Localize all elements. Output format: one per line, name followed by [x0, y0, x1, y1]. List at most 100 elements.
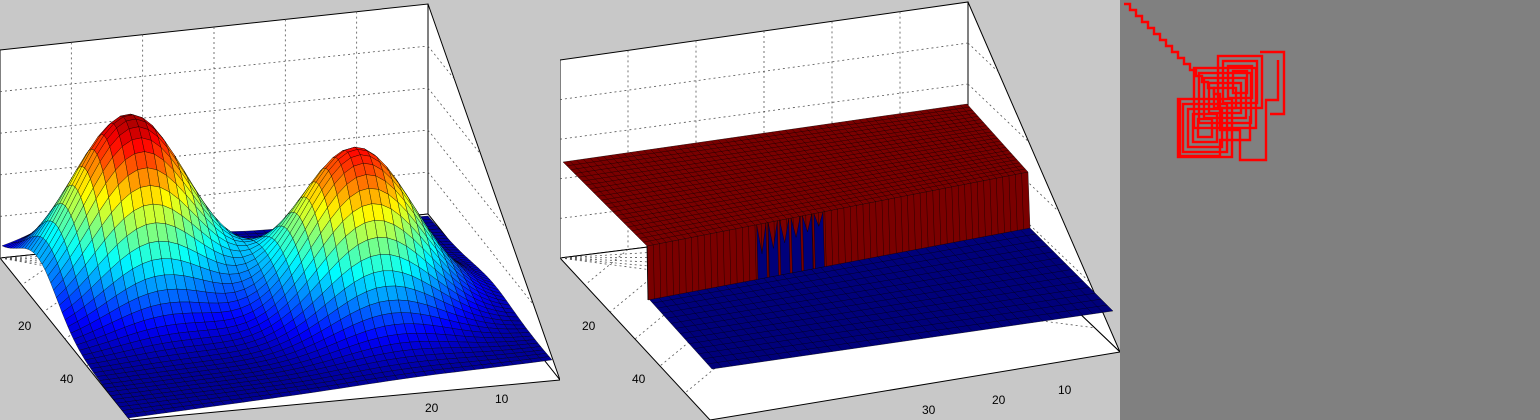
- surface-mesh: [562, 103, 1114, 370]
- mesh-line: [957, 185, 961, 242]
- mesh-line: [604, 137, 998, 205]
- spiral-square: [1191, 112, 1219, 144]
- mesh-line: [824, 211, 827, 267]
- mesh-line: [977, 181, 980, 238]
- mesh-line: [970, 183, 973, 239]
- grid-line: [967, 165, 1090, 283]
- mesh-line: [983, 180, 986, 237]
- mesh-line: [672, 241, 674, 296]
- mesh-line: [951, 186, 954, 243]
- red-path: [1124, 2, 1286, 162]
- mesh-line: [1002, 176, 1005, 233]
- mesh-line: [881, 200, 884, 256]
- mesh-line: [919, 192, 922, 249]
- mesh-line: [900, 196, 903, 253]
- mesh-line: [657, 239, 1042, 309]
- mesh-line: [703, 234, 706, 290]
- mesh-line: [566, 106, 970, 166]
- connector-path: [1178, 100, 1252, 158]
- mesh-line: [754, 225, 757, 280]
- mesh-line: [1021, 173, 1024, 230]
- y-tick-label: 20: [992, 393, 1006, 407]
- mesh-line: [582, 119, 981, 182]
- mesh-line: [679, 269, 1072, 334]
- mesh-line: [850, 206, 852, 262]
- mesh-line: [635, 162, 1020, 235]
- step-dip: [802, 213, 814, 271]
- mesh-line: [938, 189, 942, 245]
- mesh-line: [945, 188, 948, 244]
- grid-line: [967, 42, 999, 73]
- mesh-line: [631, 159, 1017, 231]
- mesh-line: [698, 293, 1096, 354]
- spiral-square: [1221, 59, 1259, 105]
- mesh-line: [888, 199, 891, 255]
- grid-line: [560, 83, 969, 140]
- mesh-line: [627, 156, 1015, 228]
- mesh-line: [665, 242, 668, 297]
- surface-plot-middle-canvas: 20 40 30 20 10: [560, 1, 1120, 420]
- mesh-line: [589, 125, 987, 189]
- mesh-line: [659, 243, 661, 298]
- mesh-line: [608, 140, 1001, 208]
- mesh-line: [585, 122, 984, 186]
- mesh-line: [578, 116, 979, 178]
- mesh-line: [996, 178, 999, 235]
- spiral-square: [1216, 54, 1264, 110]
- surface-plot-left: 20 40 20 10: [0, 0, 560, 420]
- mesh-line: [597, 131, 992, 197]
- step-dip: [813, 211, 825, 269]
- mesh-line: [697, 236, 700, 291]
- grid-line: [427, 45, 455, 80]
- mesh-line: [620, 150, 1009, 220]
- mesh-line: [875, 201, 878, 257]
- mesh-line: [689, 281, 1084, 344]
- mesh-line: [639, 165, 1023, 239]
- edge-line: [646, 245, 649, 301]
- grid-line: [0, 129, 429, 176]
- step-dip: [768, 220, 779, 278]
- mesh-line: [666, 251, 1054, 319]
- grid-line: [427, 87, 482, 155]
- mesh-line: [869, 202, 872, 259]
- mesh-line: [661, 245, 1048, 314]
- mesh-line: [837, 208, 840, 265]
- grid-line: [0, 45, 429, 92]
- y-tick-label: 10: [495, 392, 509, 406]
- grid-line: [0, 87, 429, 134]
- mesh-line: [989, 179, 992, 236]
- mesh-line: [643, 168, 1026, 243]
- mesh-line: [670, 257, 1060, 324]
- mesh-line: [843, 207, 846, 263]
- mesh-line: [574, 113, 976, 174]
- y-tick-label: 30: [922, 403, 936, 417]
- mesh-line: [735, 228, 738, 284]
- mesh-line: [612, 144, 1004, 212]
- surface-plot-left-canvas: 20 40 20 10: [0, 3, 560, 420]
- path-view-canvas: [1124, 2, 1286, 162]
- step-dip: [756, 222, 768, 280]
- spiral-square: [1226, 64, 1254, 100]
- mesh-line: [1015, 174, 1018, 231]
- mesh-line: [913, 194, 916, 250]
- grid-line: [560, 257, 1045, 280]
- connector-path: [1260, 50, 1286, 116]
- y-tick-label: 20: [425, 401, 439, 415]
- spiral-square: [1181, 102, 1229, 154]
- step-dip: [779, 218, 791, 276]
- mesh-line: [684, 275, 1078, 339]
- staircase-path: [1124, 2, 1222, 100]
- surface-patch: [539, 356, 553, 362]
- mesh-line: [570, 110, 973, 170]
- mesh-line: [675, 263, 1066, 329]
- mesh-line: [926, 191, 929, 248]
- path-view: [1120, 0, 1540, 420]
- x-tick-label: 40: [632, 372, 646, 386]
- mesh-line: [894, 197, 897, 254]
- grid-line: [584, 249, 629, 286]
- mesh-line: [1008, 175, 1012, 232]
- grid-line: [560, 254, 1019, 259]
- mesh-line: [716, 232, 719, 287]
- mesh-line: [862, 204, 865, 260]
- step-dip: [790, 216, 802, 274]
